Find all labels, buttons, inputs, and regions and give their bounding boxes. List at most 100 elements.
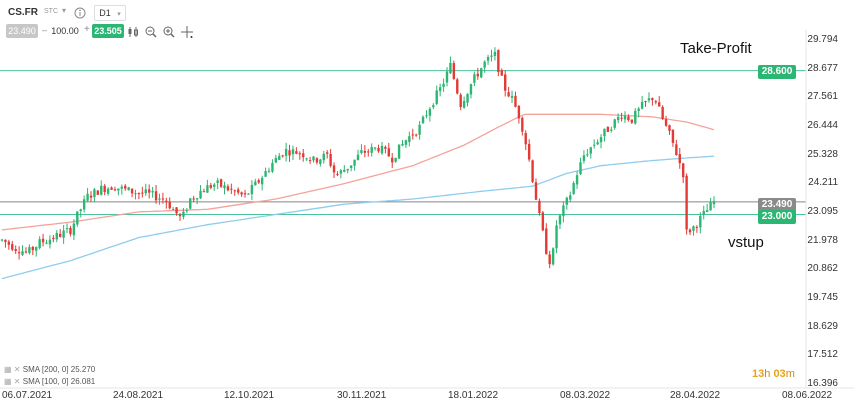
candle-body: [240, 192, 243, 195]
chart-toolbar: CS.FR STC ▾ D1 ▾ 23.490 – 100.00 + 23.50…: [0, 0, 854, 44]
price-tick-label: 20.862: [807, 263, 838, 275]
candle-body: [141, 192, 144, 194]
candle-body: [120, 186, 124, 189]
zoom-in-icon[interactable]: [163, 25, 175, 38]
ask-price[interactable]: 23.505: [92, 24, 124, 38]
candle-body: [233, 190, 236, 192]
candle-body: [329, 153, 332, 166]
candle-body: [219, 179, 223, 187]
candle-body: [661, 106, 664, 120]
candle-body: [510, 95, 514, 98]
candle-body: [284, 148, 288, 156]
candle-body: [671, 129, 675, 143]
candle-body: [603, 128, 606, 137]
candle-body: [325, 152, 329, 154]
candle-body: [28, 247, 31, 254]
indicator-settings-icon[interactable]: ▦: [4, 365, 12, 374]
candle-body: [243, 193, 247, 195]
indicator-legend-sma200[interactable]: ▦ ✕ SMA [200, 0] 25.270: [4, 365, 95, 374]
indicator-close-icon[interactable]: ✕: [13, 377, 21, 386]
candle-body: [312, 156, 315, 161]
symbol-label[interactable]: CS.FR: [8, 7, 38, 18]
candle-body: [695, 226, 699, 228]
price-tick-label: 18.629: [807, 320, 838, 332]
candle-body: [428, 108, 432, 116]
candle-body: [377, 147, 380, 152]
indicator-label: SMA [200, 0] 25.270: [22, 365, 96, 374]
volume-input[interactable]: 100.00: [51, 26, 79, 36]
candle-body: [675, 144, 678, 155]
entry-annotation: vstup: [728, 234, 764, 251]
candle-body: [202, 191, 206, 193]
candles-icon[interactable]: [127, 25, 139, 37]
indicator-close-icon[interactable]: ✕: [13, 365, 21, 374]
candle-body: [497, 50, 500, 73]
indicator-legend-sma100[interactable]: ▦ ✕ SMA [100, 0] 26.081: [4, 377, 95, 386]
volume-decrease-button[interactable]: –: [42, 25, 48, 35]
zoom-out-icon[interactable]: [145, 25, 157, 38]
candle-body: [569, 195, 572, 200]
countdown-hours: 13: [752, 368, 765, 380]
candle-body: [11, 244, 14, 250]
indicator-settings-icon[interactable]: ▦: [4, 377, 12, 386]
candle-body: [627, 116, 630, 121]
candle-body: [592, 144, 596, 146]
candle-body: [274, 157, 278, 163]
candle-body: [257, 180, 260, 183]
candle-body: [514, 95, 517, 107]
candle-body: [610, 129, 613, 131]
candle-body: [346, 168, 349, 171]
candle-body: [17, 252, 21, 254]
candle-body: [620, 117, 623, 119]
candle-body: [308, 160, 312, 162]
candle-body: [236, 189, 240, 193]
symbol-dropdown-chevron-icon[interactable]: ▾: [62, 6, 67, 15]
candle-body: [322, 153, 325, 161]
candle-body: [336, 173, 339, 175]
date-tick-label: 12.10.2021: [224, 390, 275, 401]
candle-body: [271, 162, 274, 172]
candle-body: [565, 197, 569, 205]
timeframe-select[interactable]: D1 ▾: [94, 5, 126, 21]
pan-cross-icon[interactable]: [181, 25, 193, 38]
bid-price[interactable]: 23.490: [6, 24, 38, 38]
candle-body: [548, 254, 551, 265]
candle-body: [411, 134, 414, 136]
candle-body: [288, 150, 291, 156]
candle-body: [154, 191, 158, 201]
candle-body: [668, 125, 671, 131]
candle-body: [644, 101, 647, 103]
candle-body: [613, 119, 616, 128]
candle-body: [558, 215, 562, 225]
candle-body: [490, 55, 493, 57]
current-price-tag: 23.490: [758, 198, 796, 212]
candle-body: [151, 191, 154, 193]
candle-body: [147, 189, 151, 193]
volume-increase-button[interactable]: +: [84, 24, 90, 35]
candle-body: [699, 215, 702, 228]
date-tick-label: 30.11.2021: [337, 390, 387, 401]
candle-body: [4, 239, 7, 242]
countdown-hours-unit: h: [764, 368, 771, 380]
price-tick-label: 16.396: [807, 378, 838, 389]
candle-body: [130, 188, 134, 194]
info-icon[interactable]: [74, 6, 86, 19]
candle-body: [260, 177, 264, 185]
date-tick-label: 18.01.2022: [448, 390, 499, 401]
candle-body: [267, 170, 271, 172]
candle-body: [298, 153, 302, 155]
candle-body: [456, 79, 459, 94]
sma100-line: [1, 113, 715, 231]
candle-body: [637, 108, 640, 111]
candle-body: [168, 201, 171, 209]
candle-body: [541, 212, 545, 231]
candle-body: [69, 227, 72, 235]
candle-body: [572, 183, 575, 194]
candle-body: [264, 171, 267, 177]
candle-body: [171, 209, 175, 211]
candle-body: [216, 180, 219, 183]
candle-body: [247, 193, 250, 195]
candle-body: [678, 154, 681, 164]
candle-body: [192, 198, 195, 200]
